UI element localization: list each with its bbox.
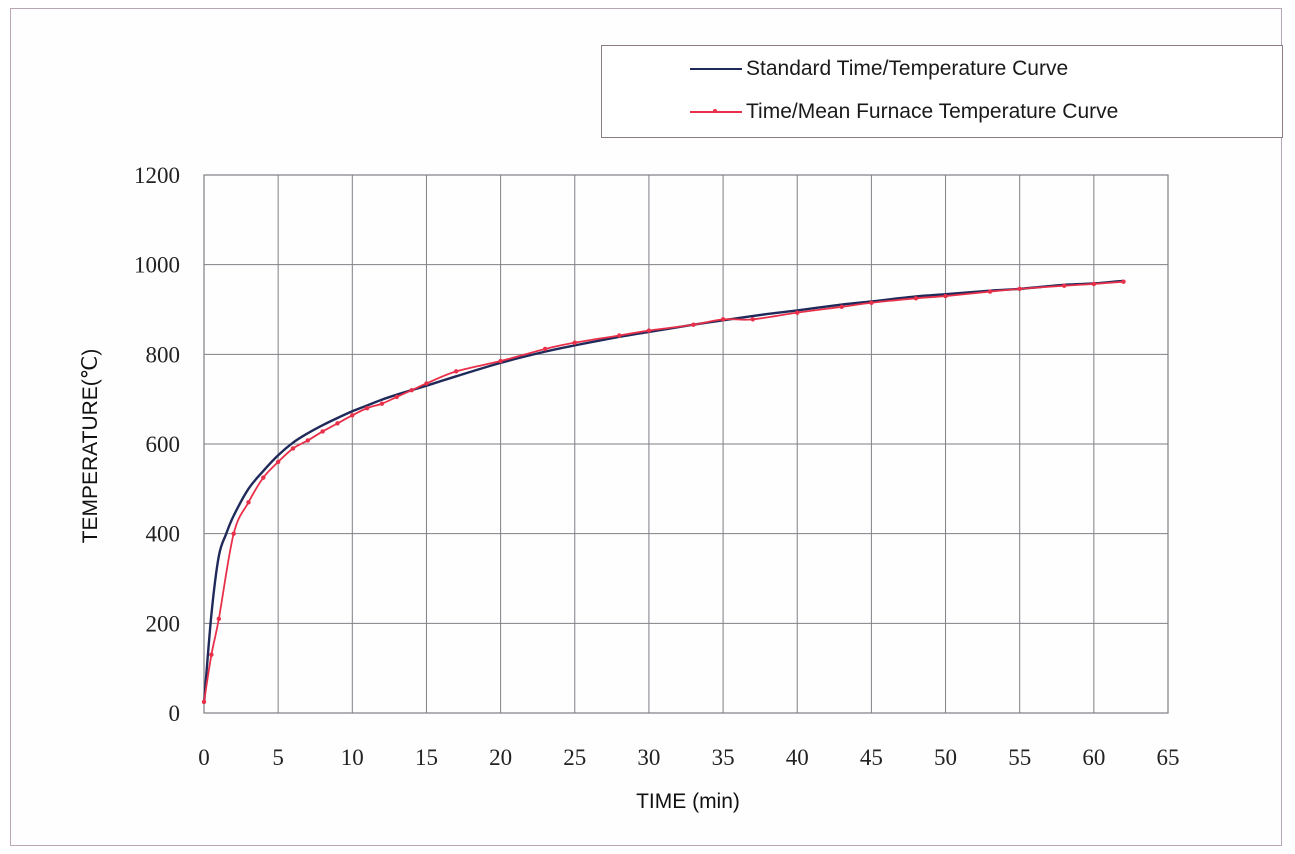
y-tick-label: 800 xyxy=(146,342,181,367)
furnace-data-point xyxy=(320,429,325,434)
series-standard-line xyxy=(202,279,1124,705)
x-tick-label: 30 xyxy=(637,745,660,770)
furnace-data-point xyxy=(691,322,696,327)
x-tick-label: 15 xyxy=(415,745,438,770)
furnace-data-point xyxy=(987,289,993,294)
legend-item-standard: Standard Time/Temperature Curve xyxy=(690,55,1068,83)
furnace-data-point xyxy=(350,413,355,418)
y-tick-label: 400 xyxy=(146,522,181,547)
furnace-data-point xyxy=(572,340,577,345)
x-tick-label: 35 xyxy=(712,745,735,770)
x-tick-label: 60 xyxy=(1082,745,1105,770)
chart-legend: Standard Time/Temperature Curve Time/Mea… xyxy=(601,45,1283,138)
furnace-data-point xyxy=(453,369,459,374)
y-tick-label: 1200 xyxy=(134,163,180,188)
furnace-data-point xyxy=(246,500,251,505)
furnace-data-point xyxy=(1061,283,1067,288)
furnace-data-point xyxy=(617,333,622,338)
x-tick-label: 65 xyxy=(1157,745,1180,770)
furnace-data-point xyxy=(750,317,755,322)
furnace-data-point xyxy=(646,328,652,333)
furnace-data-point xyxy=(290,446,296,451)
x-tick-label: 5 xyxy=(272,745,284,770)
furnace-data-point xyxy=(498,358,503,364)
furnace-data-point xyxy=(209,652,214,657)
legend-label-standard: Standard Time/Temperature Curve xyxy=(746,57,1069,80)
series-layer xyxy=(201,279,1126,705)
x-tick-label: 25 xyxy=(563,745,586,770)
furnace-data-point xyxy=(379,401,385,406)
furnace-data-point xyxy=(795,310,800,315)
y-tick-label: 200 xyxy=(146,611,181,636)
furnace-data-point xyxy=(305,438,311,443)
furnace-data-point xyxy=(1121,279,1126,284)
y-tick-label: 0 xyxy=(169,701,181,726)
furnace-data-point xyxy=(216,616,222,622)
furnace-data-point xyxy=(943,293,948,299)
furnace-data-point xyxy=(409,388,414,393)
y-axis-title: TEMPERATURE(℃) xyxy=(79,349,102,544)
furnace-data-point xyxy=(869,300,874,305)
legend-label-furnace: Time/Mean Furnace Temperature Curve xyxy=(746,100,1119,123)
series-furnace-line xyxy=(203,280,1124,702)
furnace-data-point xyxy=(839,304,844,310)
x-tick-label: 50 xyxy=(934,745,957,770)
chart-frame xyxy=(10,8,1282,846)
furnace-data-point xyxy=(201,699,207,704)
furnace-data-point xyxy=(394,394,399,400)
furnace-data-point xyxy=(335,421,340,426)
y-tick-label: 1000 xyxy=(134,253,180,278)
furnace-data-point xyxy=(1091,281,1097,287)
x-tick-label: 0 xyxy=(198,745,210,770)
x-tick-label: 20 xyxy=(489,745,512,770)
grid-layer xyxy=(203,174,1169,714)
furnace-data-point xyxy=(364,405,370,411)
furnace-data-point xyxy=(1017,286,1022,292)
legend-swatch-standard xyxy=(690,68,742,70)
furnace-data-point xyxy=(261,475,266,480)
furnace-data-point xyxy=(913,296,919,301)
x-tick-label: 45 xyxy=(860,745,883,770)
legend-item-furnace: Time/Mean Furnace Temperature Curve xyxy=(690,98,1118,126)
x-tick-label: 10 xyxy=(341,745,364,770)
x-tick-label: 40 xyxy=(786,745,809,770)
furnace-data-point xyxy=(542,346,548,352)
furnace-data-point xyxy=(231,531,236,536)
y-tick-label: 600 xyxy=(146,432,181,457)
x-tick-label: 55 xyxy=(1008,745,1031,770)
legend-swatch-furnace xyxy=(690,109,742,113)
furnace-data-point xyxy=(424,381,429,386)
x-axis-title: TIME (min) xyxy=(636,790,740,813)
tick-layer: 0 5 10 15 20 25 30 35 40 45 50 55 60 65 0 200 400 600 800 1… xyxy=(134,163,1180,770)
furnace-data-point xyxy=(720,317,726,322)
furnace-data-point xyxy=(275,459,281,465)
